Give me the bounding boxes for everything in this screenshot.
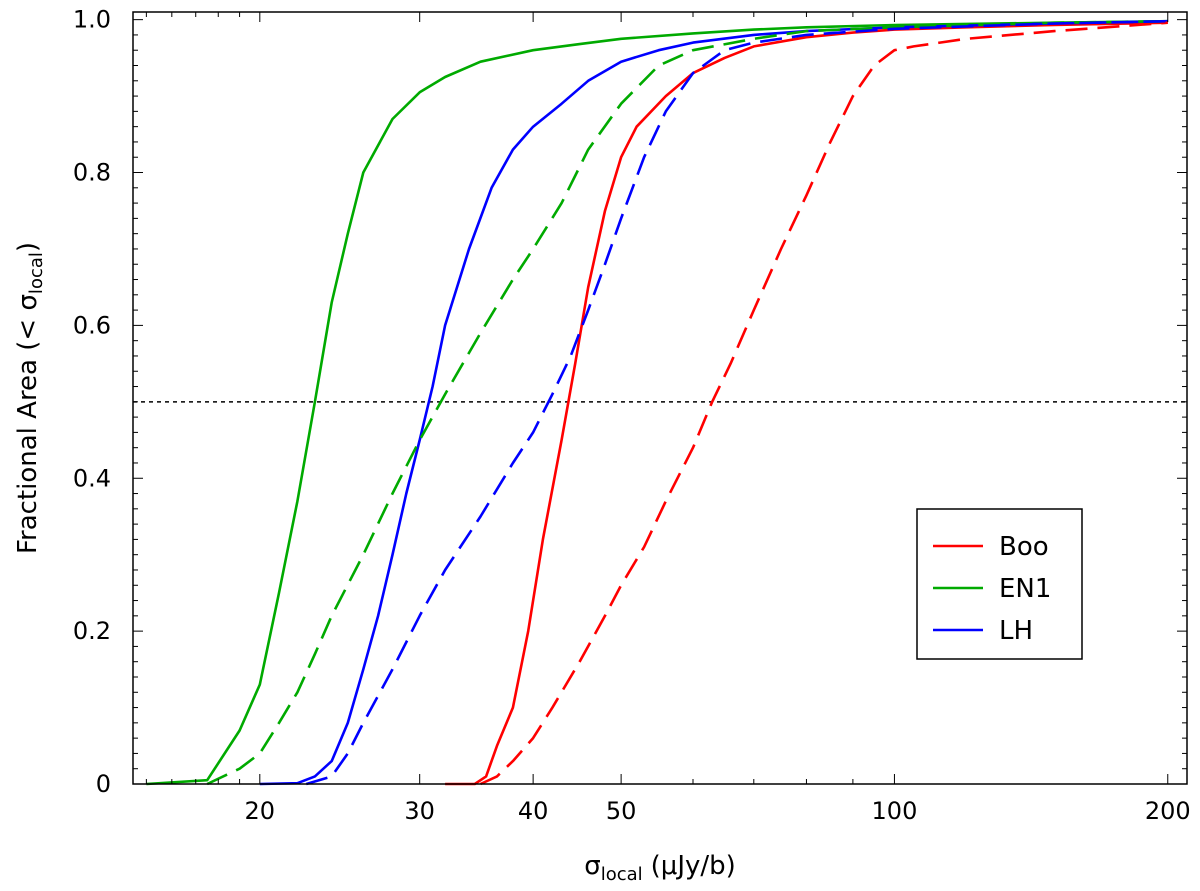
series-line-en1-dashed	[206, 19, 1168, 786]
y-tick-label: 1.0	[73, 6, 111, 34]
series-line-boo-dashed	[479, 21, 1168, 786]
legend-label-lh: LH	[999, 616, 1033, 646]
legend-label-en1: EN1	[999, 574, 1051, 604]
legend-box	[916, 508, 1083, 660]
x-tick-label: 50	[606, 797, 637, 825]
legend-label-boo: Boo	[999, 532, 1049, 562]
x-axis-title: σlocal (μJy/b)	[584, 851, 736, 885]
legend: Boo EN1 LH	[916, 508, 1083, 660]
y-axis-title-main: Fractional Area (< σ	[13, 294, 43, 554]
plot-frame	[132, 11, 1188, 785]
legend-entries: Boo EN1 LH	[933, 532, 1051, 646]
series-line-en1-solid	[146, 19, 1168, 786]
x-axis-title-main: σ	[584, 851, 600, 881]
x-tick-label: 200	[1145, 797, 1191, 825]
y-axis-title-sub: local	[26, 252, 47, 294]
x-tick-label: 100	[872, 797, 918, 825]
x-axis-title-units: (μJy/b)	[651, 851, 736, 881]
x-axis-title-sub: local	[601, 864, 643, 885]
series-line-lh-dashed	[305, 19, 1168, 786]
y-tick-label: 0.6	[73, 311, 111, 339]
y-tick-label: 0	[96, 770, 111, 798]
y-tick-labels: 0 0.2 0.4 0.6 0.8 1.0	[73, 6, 111, 798]
y-tick-label: 0.2	[73, 617, 111, 645]
series-line-lh-solid	[259, 19, 1168, 786]
x-tick-labels: 20 30 40 50 100 200	[245, 797, 1191, 825]
y-axis-title-close: )	[13, 242, 43, 252]
y-axis-title: Fractional Area (< σlocal)	[13, 242, 47, 554]
plot-background	[133, 12, 1187, 784]
tick-layer	[133, 12, 1187, 785]
y-tick-label: 0.4	[73, 464, 111, 492]
x-tick-label: 30	[404, 797, 435, 825]
series-layer	[146, 19, 1168, 786]
x-tick-label: 40	[518, 797, 549, 825]
x-tick-label: 20	[245, 797, 276, 825]
y-tick-label: 0.8	[73, 159, 111, 187]
